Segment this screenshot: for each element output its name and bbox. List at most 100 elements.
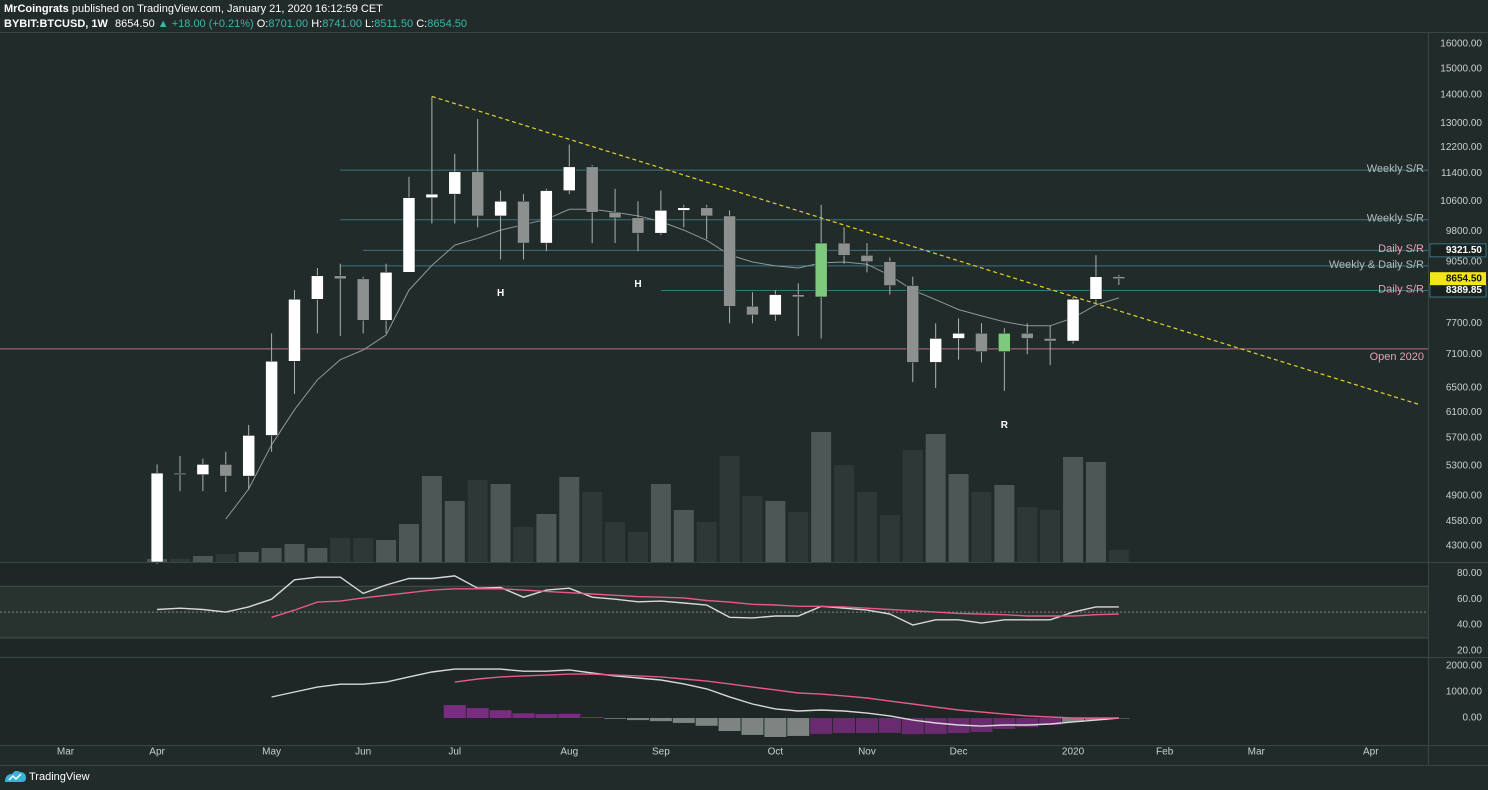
level-label: Daily S/R [1378, 243, 1424, 255]
histogram-bar [1016, 718, 1039, 728]
candle-body [608, 211, 622, 219]
x-tick-label: Aug [560, 747, 578, 758]
candle-body [563, 166, 576, 191]
author: MrCoingrats [4, 3, 69, 15]
volume-bar [353, 538, 374, 562]
histogram-bar [787, 718, 810, 736]
volume-bar [238, 552, 259, 562]
volume-bar [650, 484, 671, 562]
plot-layer: 16000.00 15000.00 14000.00 13000.00 12200.00… [0, 39, 1487, 758]
level-label: Weekly S/R [1367, 163, 1424, 175]
histogram-bar [855, 718, 878, 734]
ohlc-key: H: [311, 18, 322, 30]
candle-body [792, 294, 805, 298]
candle-body [929, 338, 942, 363]
histogram-bar [535, 714, 558, 719]
y-tick-label: 15000.00 [1440, 63, 1482, 74]
y-tick-label: 14000.00 [1440, 90, 1482, 101]
histogram-bar [581, 716, 604, 719]
price-tag [1429, 243, 1487, 258]
candle-body [814, 242, 828, 298]
candle-body [311, 275, 324, 300]
candle-body [1112, 276, 1126, 279]
y-tick-label: 5300.00 [1446, 461, 1483, 472]
histogram-bar [672, 718, 695, 723]
histogram-bar [489, 710, 512, 719]
y-tick-label: 20.00 [1457, 645, 1482, 656]
x-tick-label: Apr [149, 747, 165, 758]
volume-bar [788, 512, 809, 562]
x-tick-label: Jul [448, 747, 461, 758]
candle-body [448, 171, 462, 195]
candle-body [288, 299, 301, 362]
volume-bar [1017, 507, 1038, 562]
candle-body [219, 464, 233, 477]
x-tick-label: Nov [858, 747, 876, 758]
level-label: Daily S/R [1378, 283, 1424, 295]
candle-body [196, 464, 210, 475]
volume-bar [261, 548, 282, 562]
candle-body [265, 361, 278, 436]
histogram-bar [1084, 718, 1107, 721]
volume-bar [398, 524, 419, 562]
y-tick-label: 9050.00 [1446, 256, 1483, 267]
ohlc-value: 8511.50 [374, 18, 413, 30]
y-tick-label: 6500.00 [1446, 383, 1483, 394]
symbol: BYBIT:BTCUSD, 1W [4, 18, 109, 30]
volume-bar [582, 492, 603, 562]
logo-line [8, 773, 22, 781]
histogram-bar [810, 718, 833, 734]
ohlc-key: L: [365, 18, 374, 30]
level-label: Open 2020 [1370, 351, 1424, 363]
ohlc-value: 8701.00 [268, 18, 308, 30]
y-tick-label: 7100.00 [1446, 349, 1483, 360]
volume-bar [925, 434, 946, 562]
x-tick-label: Feb [1156, 747, 1174, 758]
volume-bar [421, 476, 442, 562]
candle-body [700, 207, 713, 217]
candle-body [540, 190, 553, 244]
rsi-line [157, 575, 1119, 626]
y-tick-label: 0.00 [1463, 713, 1483, 724]
candle-body [769, 294, 782, 316]
histogram-bar [1062, 718, 1085, 722]
y-tick-label: 7700.00 [1446, 318, 1483, 329]
histogram-bar [833, 718, 856, 734]
candle-body [975, 333, 988, 352]
annotation: H [497, 288, 504, 299]
candle-body [334, 275, 347, 280]
ohlc-key: O: [257, 18, 269, 30]
ohlc-key: C: [416, 18, 427, 30]
histogram-bar [649, 718, 672, 722]
candle-body [837, 242, 851, 256]
candle-body [1089, 276, 1103, 300]
candle-body [723, 215, 736, 307]
annotation: H [634, 279, 641, 290]
volume-bar [627, 532, 648, 562]
symbol-line: BYBIT:BTCUSD, 1W 8654.50 ▲ +18.00 (+0.21… [4, 18, 467, 30]
volume-bar [696, 522, 717, 562]
candle-body [425, 193, 439, 198]
histogram-bar [924, 718, 947, 734]
volume-bar [1040, 510, 1061, 562]
y-tick-label: 2000.00 [1446, 661, 1483, 672]
y-tick-label: 16000.00 [1440, 39, 1482, 50]
volume-bar [376, 540, 397, 562]
annotation: R [1001, 420, 1009, 431]
x-tick-label: May [262, 747, 281, 758]
y-tick-label: 1000.00 [1446, 687, 1483, 698]
candle-body [379, 272, 393, 321]
price-tag-label: 9321.50 [1446, 245, 1483, 256]
candle-body [471, 171, 484, 217]
footer-brand: TradingView [29, 771, 90, 783]
price: 8654.50 [115, 18, 155, 30]
candle-body [883, 261, 897, 286]
change: ▲ +18.00 (+0.21%) [158, 18, 254, 30]
last-price-label: 8654.50 [1446, 273, 1483, 284]
histogram-bar [970, 718, 993, 733]
candle-body [402, 197, 416, 273]
volume-bar [811, 432, 832, 562]
candle-body [746, 306, 759, 316]
macd-panel [0, 658, 1428, 745]
